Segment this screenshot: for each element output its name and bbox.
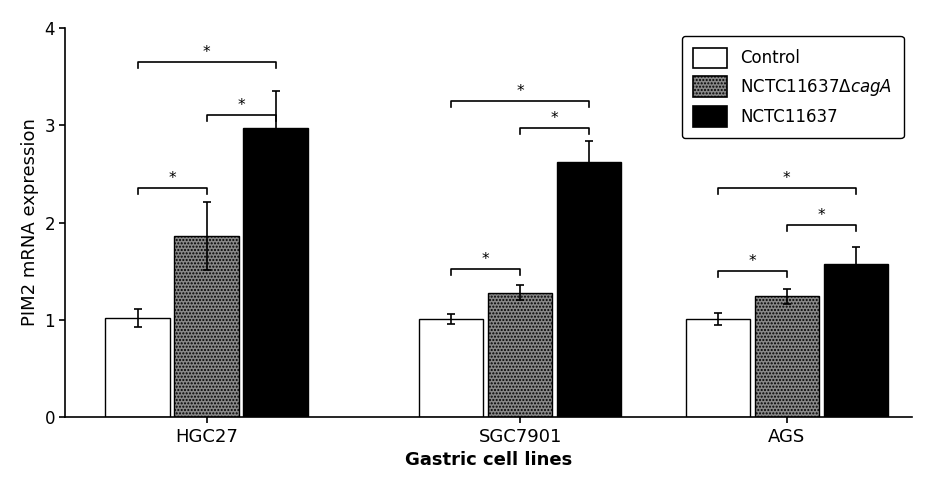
Legend: Control, NCTC11637$\Delta$$\mathit{cagA}$, NCTC11637: Control, NCTC11637$\Delta$$\mathit{cagA}… bbox=[682, 36, 904, 139]
Text: *: * bbox=[237, 98, 244, 114]
Bar bbox=[105, 318, 170, 417]
Bar bbox=[686, 319, 750, 417]
Text: *: * bbox=[550, 111, 559, 126]
X-axis label: Gastric cell lines: Gastric cell lines bbox=[405, 451, 573, 469]
Text: *: * bbox=[516, 84, 524, 99]
Text: *: * bbox=[481, 252, 490, 267]
Bar bbox=[824, 265, 888, 417]
Text: *: * bbox=[817, 208, 825, 223]
Text: *: * bbox=[783, 172, 790, 187]
Bar bbox=[174, 236, 239, 417]
Y-axis label: PIM2 mRNA expression: PIM2 mRNA expression bbox=[21, 119, 39, 326]
Text: *: * bbox=[168, 172, 175, 187]
Text: *: * bbox=[202, 45, 210, 60]
Bar bbox=[488, 293, 552, 417]
Bar bbox=[557, 162, 621, 417]
Text: *: * bbox=[748, 254, 756, 269]
Bar bbox=[755, 296, 819, 417]
Bar bbox=[244, 128, 308, 417]
Bar bbox=[419, 319, 483, 417]
